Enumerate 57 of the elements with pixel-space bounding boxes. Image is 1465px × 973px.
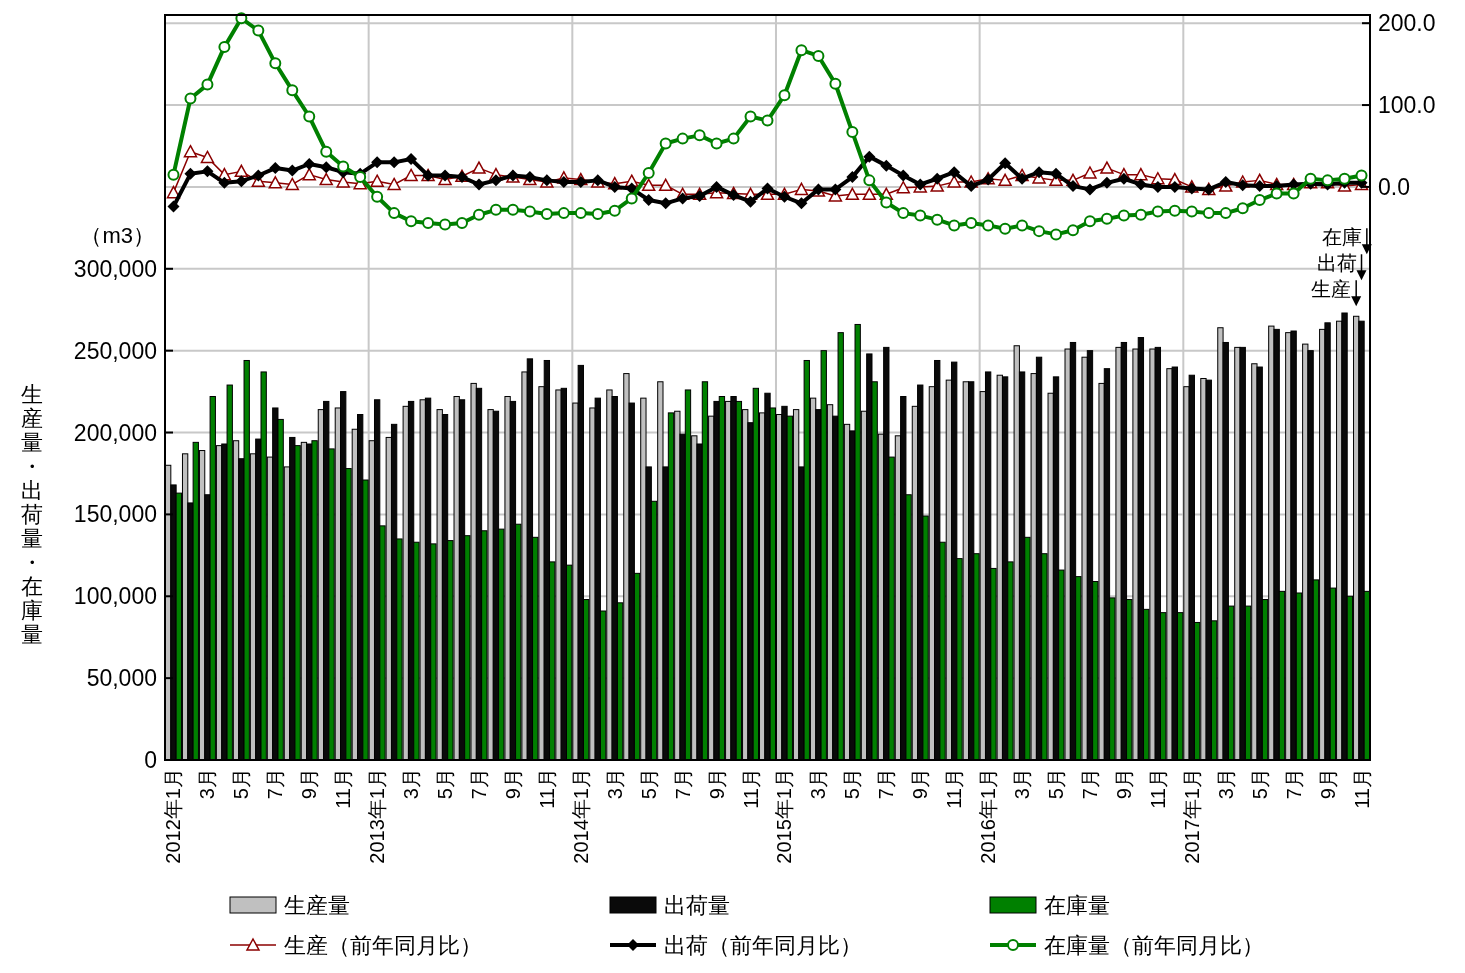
- x-tick-label: 2017年1月: [1180, 768, 1203, 864]
- x-tick-label: 5月: [1045, 768, 1068, 800]
- x-tick-label: 2015年1月: [773, 768, 796, 864]
- x-tick-label: 3月: [1214, 768, 1237, 800]
- x-tick-label: 7月: [1078, 768, 1101, 800]
- y-tick-label: 0: [144, 747, 157, 773]
- x-tick-label: 9月: [1112, 768, 1135, 800]
- text: （m3）: [80, 222, 155, 248]
- y-tick-label: 50,000: [86, 665, 157, 692]
- legend-label: 生産（前年同月比）: [284, 932, 482, 958]
- x-tick-label: 5月: [434, 768, 457, 800]
- x-tick-label: 11月: [943, 768, 966, 809]
- x-tick-label: 7月: [875, 768, 898, 800]
- x-tick-label: 7月: [467, 768, 490, 800]
- x-tick-label: 9月: [1316, 768, 1339, 800]
- annotation: 出荷: [1316, 252, 1357, 275]
- x-tick-label: 5月: [841, 768, 864, 800]
- y-tick-label: 150,000: [73, 501, 157, 528]
- x-tick-label: 11月: [332, 768, 355, 809]
- x-tick-label: 5月: [637, 768, 660, 800]
- x-tick-label: 3月: [603, 768, 626, 800]
- y-tick-label: 200,000: [73, 419, 157, 446]
- text: 生産量・出荷量・在庫量: [21, 381, 43, 647]
- x-tick-label: 11月: [1350, 768, 1373, 809]
- legend-label: 出荷（前年同月比）: [664, 932, 862, 958]
- x-tick-label: 7月: [264, 768, 287, 800]
- x-tick-label: 9月: [909, 768, 932, 800]
- x-tick-label: 9月: [705, 768, 728, 800]
- legend-label: 在庫量: [1044, 892, 1110, 918]
- x-tick-label: 9月: [298, 768, 321, 800]
- x-tick-label: 9月: [501, 768, 524, 800]
- x-tick-label: 3月: [400, 768, 423, 800]
- y2-tick-label: 200.0: [1378, 10, 1436, 37]
- annotation: 生産: [1311, 278, 1352, 301]
- x-tick-label: 3月: [807, 768, 830, 800]
- x-tick-label: 3月: [1011, 768, 1034, 800]
- x-tick-label: 2016年1月: [977, 768, 1000, 864]
- x-tick-label: 2012年1月: [162, 768, 185, 864]
- legend-label: 生産量: [284, 892, 350, 918]
- legend-label: 出荷量: [664, 892, 730, 918]
- y2-tick-label: 0.0: [1378, 173, 1410, 200]
- x-tick-label: 11月: [1146, 768, 1169, 809]
- x-tick-label: 11月: [739, 768, 762, 809]
- x-tick-label: 11月: [535, 768, 558, 809]
- y-tick-label: 250,000: [73, 337, 157, 364]
- y-tick-label: 300,000: [73, 255, 157, 282]
- x-tick-label: 2014年1月: [569, 768, 592, 864]
- legend-label: 在庫量（前年同月比）: [1044, 932, 1264, 958]
- x-tick-label: 5月: [1248, 768, 1271, 800]
- y2-tick-label: 100.0: [1378, 92, 1436, 119]
- x-tick-label: 3月: [196, 768, 219, 800]
- annotation: 在庫: [1321, 226, 1362, 249]
- y-tick-label: 100,000: [73, 583, 157, 610]
- x-tick-label: 2013年1月: [366, 768, 389, 864]
- x-tick-label: 5月: [230, 768, 253, 800]
- x-tick-label: 7月: [1282, 768, 1305, 800]
- x-tick-label: 7月: [671, 768, 694, 800]
